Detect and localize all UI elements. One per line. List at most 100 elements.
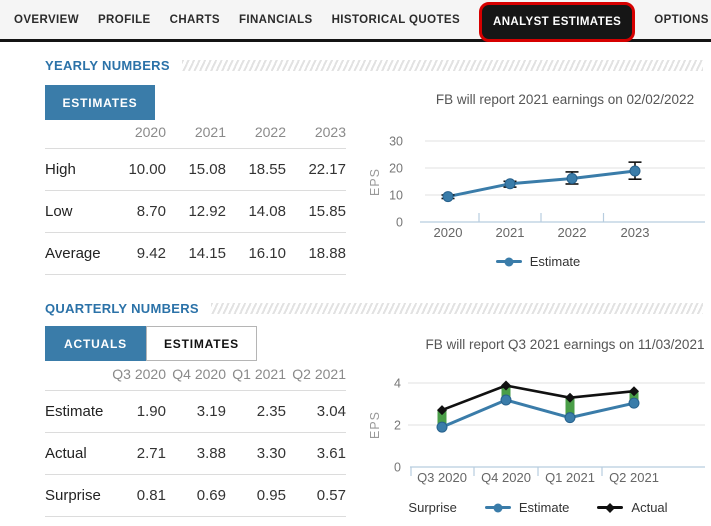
estimate-point bbox=[436, 421, 448, 433]
yearly-chart-legend: Estimate bbox=[365, 254, 711, 269]
y-axis-tick-label: 10 bbox=[389, 189, 403, 203]
top-nav: OVERVIEW PROFILE CHARTS FINANCIALS HISTO… bbox=[0, 0, 711, 42]
x-axis-category-label: 2020 bbox=[434, 225, 463, 240]
y-axis-tick-label: 4 bbox=[394, 377, 401, 391]
yearly-heading-label: YEARLY NUMBERS bbox=[45, 58, 170, 73]
actual-point bbox=[565, 392, 575, 403]
table-row-high: High 10.00 15.08 18.55 22.17 bbox=[45, 148, 346, 191]
row-label: Estimate bbox=[45, 390, 106, 433]
estimate-point bbox=[628, 397, 640, 409]
table-row-surprise: Surprise 0.81 0.69 0.95 0.57 bbox=[45, 474, 346, 517]
legend-item-actual[interactable]: Actual bbox=[597, 500, 668, 515]
quarterly-col-q2-2021: Q2 2021 bbox=[286, 366, 346, 391]
surprise-bar bbox=[501, 385, 511, 401]
estimate-point bbox=[566, 173, 578, 185]
estimate-line-marker-icon bbox=[495, 260, 522, 263]
heading-hatch-decoration bbox=[210, 303, 703, 314]
cell: 15.85 bbox=[286, 190, 346, 233]
table-row-actual: Actual 2.71 3.88 3.30 3.61 bbox=[45, 432, 346, 475]
yearly-section-heading: YEARLY NUMBERS bbox=[45, 58, 703, 73]
legend-label: Estimate bbox=[529, 254, 581, 269]
row-label: High bbox=[45, 148, 106, 191]
yearly-col-2021: 2021 bbox=[166, 124, 226, 149]
tab-options[interactable]: OPTIONS bbox=[654, 13, 709, 26]
cell: 9.42 bbox=[106, 232, 166, 275]
quarterly-heading-label: QUARTERLY NUMBERS bbox=[45, 301, 199, 316]
yearly-chart-title: FB will report 2021 earnings on 02/02/20… bbox=[435, 92, 695, 107]
estimate-point bbox=[629, 165, 641, 177]
tab-charts[interactable]: CHARTS bbox=[169, 13, 220, 26]
estimate-point bbox=[504, 178, 516, 190]
tab-financials[interactable]: FINANCIALS bbox=[238, 13, 313, 26]
x-axis-category-label: 2021 bbox=[496, 225, 525, 240]
yearly-table-header-row: 2020 2021 2022 2023 bbox=[45, 124, 346, 149]
quarterly-actuals-button[interactable]: ACTUALS bbox=[45, 326, 146, 361]
cell: 0.81 bbox=[106, 474, 166, 517]
table-row-average: Average 9.42 14.15 16.10 18.88 bbox=[45, 232, 346, 275]
cell: 16.10 bbox=[226, 232, 286, 275]
cell: 22.17 bbox=[286, 148, 346, 191]
y-axis-tick-label: 0 bbox=[394, 461, 401, 475]
cell: 18.88 bbox=[286, 232, 346, 275]
y-axis-tick-label: 2 bbox=[394, 419, 401, 433]
quarterly-chart-legend: Surprise Estimate Actual bbox=[365, 500, 711, 515]
cell: 14.15 bbox=[166, 232, 226, 275]
cell: 3.19 bbox=[166, 390, 226, 433]
tab-analyst-estimates[interactable]: ANALYST ESTIMATES bbox=[479, 1, 636, 42]
estimate-line bbox=[447, 169, 636, 199]
legend-label: Surprise bbox=[408, 500, 457, 515]
quarterly-col-q4-2020: Q4 2020 bbox=[166, 366, 226, 391]
yearly-col-2020: 2020 bbox=[106, 124, 166, 149]
actual-point bbox=[629, 386, 639, 397]
estimate-point bbox=[564, 412, 576, 424]
yearly-col-2023: 2023 bbox=[286, 124, 346, 149]
quarterly-section-heading: QUARTERLY NUMBERS bbox=[45, 301, 703, 316]
tab-profile[interactable]: PROFILE bbox=[97, 13, 151, 26]
heading-hatch-decoration bbox=[181, 60, 703, 71]
yearly-estimates-button[interactable]: ESTIMATES bbox=[45, 85, 155, 120]
estimate-point bbox=[442, 191, 454, 203]
cell: 3.30 bbox=[226, 432, 286, 475]
cell: 14.08 bbox=[226, 190, 286, 233]
yearly-table: 2020 2021 2022 2023 High 10.00 15.08 18.… bbox=[45, 124, 346, 275]
surprise-bar bbox=[629, 391, 639, 404]
y-axis-tick-label: 0 bbox=[396, 216, 403, 230]
x-axis-category-label: 2023 bbox=[621, 225, 650, 240]
cell: 3.04 bbox=[286, 390, 346, 433]
legend-item-estimate[interactable]: Estimate bbox=[484, 500, 569, 515]
quarterly-col-q1-2021: Q1 2021 bbox=[226, 366, 286, 391]
estimate-point bbox=[500, 394, 512, 406]
yearly-eps-chart: 0 10 20 30 EPS 2020 2021 2022 2023 bbox=[368, 135, 705, 240]
y-axis-title: EPS bbox=[368, 411, 382, 439]
cell: 0.69 bbox=[166, 474, 226, 517]
surprise-bar bbox=[437, 410, 447, 428]
table-row-estimate: Estimate 1.90 3.19 2.35 3.04 bbox=[45, 390, 346, 433]
row-label: Average bbox=[45, 232, 106, 275]
quarterly-estimates-button[interactable]: ESTIMATES bbox=[146, 326, 257, 361]
quarterly-table: Q3 2020 Q4 2020 Q1 2021 Q2 2021 Estimate… bbox=[45, 366, 346, 517]
cell: 3.61 bbox=[286, 432, 346, 475]
cell: 3.88 bbox=[166, 432, 226, 475]
row-label: Actual bbox=[45, 432, 106, 475]
actual-line bbox=[441, 384, 635, 412]
cell: 2.35 bbox=[226, 390, 286, 433]
table-row-low: Low 8.70 12.92 14.08 15.85 bbox=[45, 190, 346, 233]
legend-item-surprise[interactable]: Surprise bbox=[408, 500, 456, 515]
estimate-line-marker-icon bbox=[484, 506, 511, 509]
actual-line-marker-icon bbox=[597, 506, 624, 509]
quarterly-eps-chart: 0 2 4 EPS Q3 2020 Q4 2020 Q1 2021 Q2 2021 bbox=[368, 377, 705, 485]
cell: 8.70 bbox=[106, 190, 166, 233]
cell: 0.57 bbox=[286, 474, 346, 517]
tab-overview[interactable]: OVERVIEW bbox=[14, 13, 79, 26]
y-axis-tick-label: 30 bbox=[389, 135, 403, 149]
x-axis-category-label: 2022 bbox=[558, 225, 587, 240]
row-label: Low bbox=[45, 190, 106, 233]
tab-historical-quotes[interactable]: HISTORICAL QUOTES bbox=[331, 13, 461, 26]
cell: 1.90 bbox=[106, 390, 166, 433]
legend-item-estimate[interactable]: Estimate bbox=[495, 254, 581, 269]
quarterly-chart-title: FB will report Q3 2021 earnings on 11/03… bbox=[425, 337, 705, 352]
cell: 2.71 bbox=[106, 432, 166, 475]
row-label: Surprise bbox=[45, 474, 106, 517]
y-axis-title: EPS bbox=[368, 168, 382, 196]
x-axis-category-label: Q2 2021 bbox=[609, 470, 659, 485]
